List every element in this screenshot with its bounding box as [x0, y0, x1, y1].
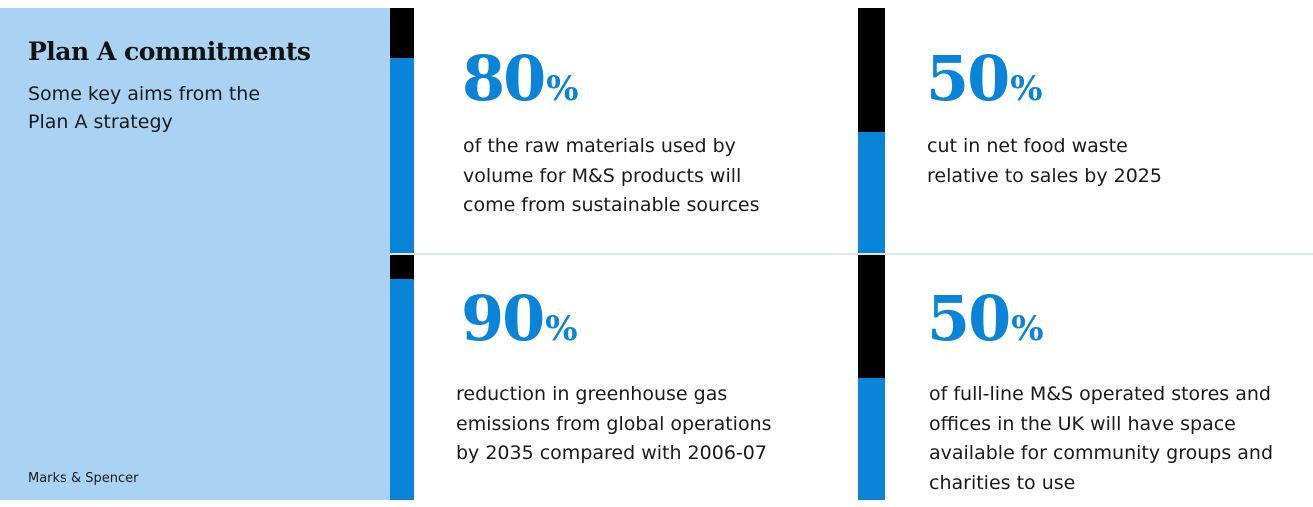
stat-unit: % [545, 309, 578, 349]
stat-description: of full-line M&S operated stores and off… [929, 383, 1274, 494]
stat-unit: % [1011, 309, 1044, 349]
stat-value: 90 [461, 282, 545, 355]
row-divider [390, 253, 1313, 255]
stat-description: reduction in greenhouse gas emissions fr… [456, 383, 772, 464]
commitment-card-food-waste: 50% cut in net food waste relative to sa… [858, 8, 1313, 253]
card-bar-dark [390, 255, 414, 279]
card-bar-dark [858, 8, 885, 132]
source-credit: Marks & Spencer [28, 471, 139, 486]
stat-number: 50% [926, 48, 1043, 110]
stat-description: of the raw materials used by volume for … [463, 135, 760, 216]
stat-value: 80 [462, 42, 546, 115]
commitment-card-community-space: 50% of full-line M&S operated stores and… [858, 255, 1313, 500]
card-bar-dark [858, 255, 885, 378]
commitment-card-raw-materials: 80% of the raw materials used by volume … [390, 8, 858, 253]
stat-number: 90% [461, 288, 578, 350]
commitment-card-emissions: 90% reduction in greenhouse gas emission… [390, 255, 858, 500]
card-bar-blue [390, 58, 414, 253]
stat-number: 80% [462, 48, 579, 110]
stat-description: cut in net food waste relative to sales … [927, 135, 1162, 187]
card-bar-blue [858, 132, 885, 253]
stat-number: 50% [927, 288, 1044, 350]
stat-unit: % [1010, 69, 1043, 109]
panel-subtitle: Some key aims from the Plan A strategy [28, 83, 261, 133]
card-bar-blue [390, 279, 414, 500]
stat-value: 50 [926, 42, 1010, 115]
sidebar-panel: Plan A commitments Some key aims from th… [0, 8, 390, 500]
card-bar-blue [858, 378, 885, 500]
panel-title: Plan A commitments [28, 37, 311, 66]
card-bar-dark [390, 8, 414, 58]
stat-value: 50 [927, 282, 1011, 355]
stat-unit: % [546, 69, 579, 109]
